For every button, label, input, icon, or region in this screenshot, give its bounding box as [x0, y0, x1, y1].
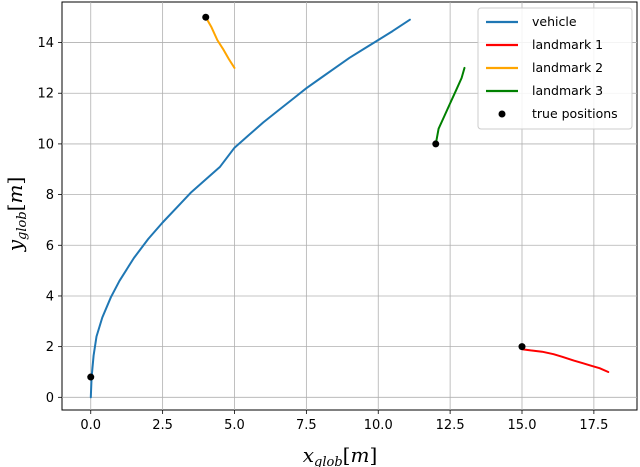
y-tick-label: 0 — [46, 391, 54, 406]
true-position-point — [432, 140, 440, 148]
series-line-landmark-2 — [204, 16, 236, 69]
y-tick-label: 14 — [37, 36, 54, 51]
legend-label-true-positions: true positions — [532, 106, 618, 121]
series-layer — [89, 16, 610, 399]
y-tick-label: 10 — [37, 137, 54, 152]
y-tick-label: 8 — [46, 188, 54, 203]
legend-label-landmark-1: landmark 1 — [532, 37, 603, 52]
legend-swatch-true-positions — [498, 110, 506, 118]
x-axis-title: xglob[m] — [303, 443, 378, 467]
series-line-landmark-3 — [434, 66, 466, 145]
x-tick-label: 12.5 — [436, 418, 465, 433]
series-line-landmark-1 — [521, 348, 610, 373]
true-position-point — [202, 13, 210, 21]
x-tick-label: 7.5 — [296, 418, 317, 433]
grid — [62, 2, 637, 410]
true-position-point — [518, 343, 526, 351]
x-tick-label: 0.0 — [80, 418, 101, 433]
y-tick-label: 12 — [37, 87, 54, 102]
y-axis-title: yglob[m] — [3, 177, 30, 253]
series-line-vehicle — [89, 18, 411, 399]
x-tick-label: 15.0 — [508, 418, 537, 433]
true-position-point — [87, 373, 95, 381]
true-position-markers — [87, 13, 526, 381]
y-tick-label: 6 — [46, 239, 54, 254]
axis-ticks: 0.0 2.5 5.0 7.5 10.0 12.5 15.0 17.5 0 2 4 6 8 10 12 14 — [37, 36, 608, 433]
x-tick-label: 5.0 — [224, 418, 245, 433]
x-tick-label: 17.5 — [579, 418, 608, 433]
y-tick-label: 4 — [46, 289, 54, 304]
legend-box — [477, 7, 633, 130]
y-tick-label: 2 — [46, 340, 54, 355]
legend-label-landmark-2: landmark 2 — [532, 60, 603, 75]
x-tick-label: 10.0 — [364, 418, 393, 433]
legend: vehicle landmark 1 landmark 2 landmark 3… — [477, 7, 633, 130]
x-tick-label: 2.5 — [152, 418, 173, 433]
legend-label-vehicle: vehicle — [532, 14, 577, 29]
legend-label-landmark-3: landmark 3 — [532, 83, 603, 98]
